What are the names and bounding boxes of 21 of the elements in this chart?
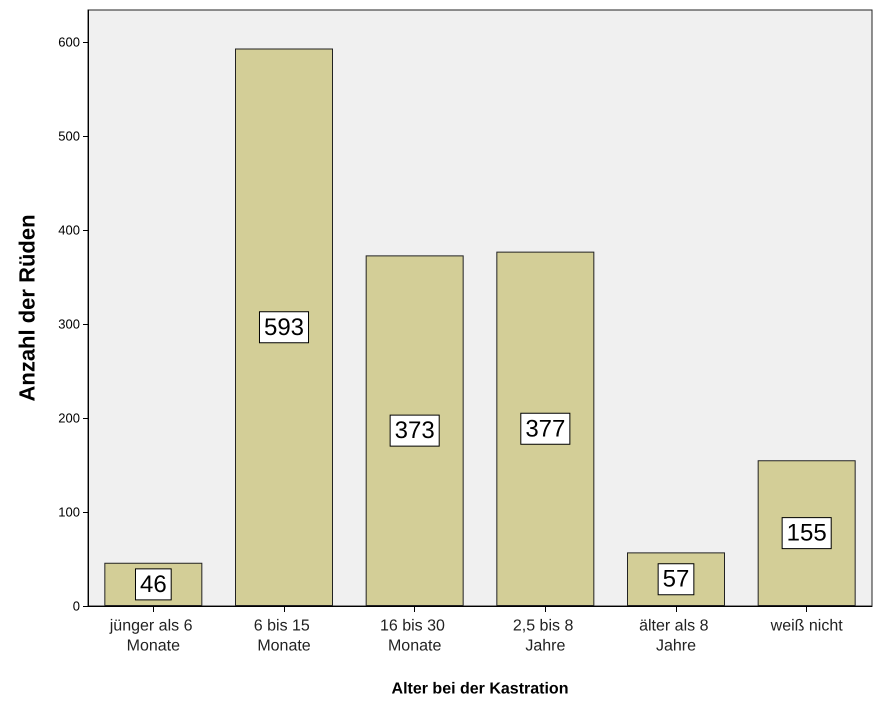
data-label: 46 xyxy=(140,570,167,598)
x-tick-label: älter als 8 Jahre xyxy=(639,618,713,654)
x-tick-label: weiß nicht xyxy=(770,618,844,634)
data-label: 377 xyxy=(525,415,566,442)
y-tick-label: 0 xyxy=(72,598,80,614)
y-tick-label: 100 xyxy=(58,504,80,520)
y-tick-label: 300 xyxy=(58,316,80,332)
x-tick-label: 2,5 bis 8 Jahre xyxy=(512,618,578,654)
y-axis-title: Anzahl der Rüden xyxy=(14,214,40,402)
data-label: 57 xyxy=(662,566,690,593)
data-label: 155 xyxy=(786,520,827,547)
data-label: 593 xyxy=(264,314,304,341)
y-tick-label: 200 xyxy=(58,410,80,426)
y-tick-label: 600 xyxy=(58,34,80,50)
x-tick-label: 6 bis 15 Monate xyxy=(254,618,314,654)
x-axis-title: Alter bei der Kastration xyxy=(392,680,568,698)
x-tick-label: 16 bis 30 Monate xyxy=(380,618,450,654)
y-tick-label: 500 xyxy=(58,128,80,144)
data-label: 373 xyxy=(394,417,435,444)
x-tick-label: jünger als 6 Monate xyxy=(108,618,197,654)
y-tick-label: 400 xyxy=(58,222,80,238)
